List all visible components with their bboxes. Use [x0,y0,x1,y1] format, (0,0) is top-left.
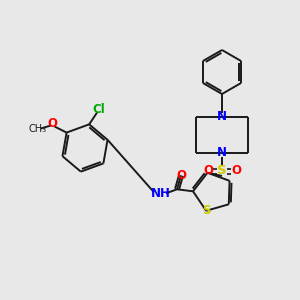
Text: N: N [217,146,227,160]
Text: O: O [48,117,58,130]
Text: S: S [202,204,210,217]
Text: NH: NH [151,187,171,200]
Text: Cl: Cl [93,103,106,116]
Text: O: O [176,169,186,182]
Text: O: O [203,164,213,178]
Text: N: N [217,110,227,124]
Text: S: S [217,164,227,178]
Text: O: O [231,164,241,178]
Text: CH₃: CH₃ [28,124,47,134]
